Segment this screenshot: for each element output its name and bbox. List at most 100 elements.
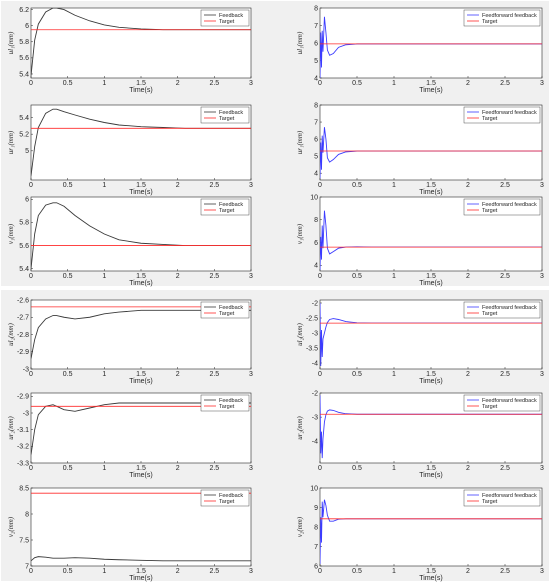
x-tick-label: 1: [392, 80, 396, 87]
y-tick-label: 6: [314, 40, 318, 47]
legend-label: Target: [219, 116, 235, 122]
legend-label: Target: [219, 404, 235, 410]
legend-label: Target: [482, 208, 498, 214]
y-axis-label: ur₁(mm): [7, 130, 15, 154]
y-axis-label: v₂(mm): [296, 516, 304, 537]
response-series-line: [31, 202, 251, 269]
x-axis-label: Time(s): [129, 472, 152, 479]
x-tick-label: 3: [249, 182, 253, 189]
legend-label: Feedback: [219, 110, 243, 116]
legend-label: Feedforward feedback: [482, 493, 537, 499]
x-axis-label: Time(s): [129, 280, 152, 287]
chart-panel-2: 0 0.5 1 1.5 2 2.5 3 4 5 6 7 8 Time(s) ul₁(mm) Feedforw…: [296, 5, 544, 94]
y-tick-label: 8: [314, 217, 318, 224]
x-tick-label: 1.5: [426, 568, 436, 575]
x-tick-label: 2.5: [209, 465, 219, 472]
x-axis-label: Time(s): [419, 189, 442, 196]
chart-panel-4: 0 0.5 1 1.5 2 2.5 3 4 5 6 7 8 Time(s) ur₁(mm) Feedforw…: [296, 102, 544, 196]
x-tick-label: 2.5: [500, 568, 510, 575]
legend-label: Target: [482, 499, 498, 505]
y-axis-label: v₁(mm): [296, 223, 304, 244]
x-axis-label: Time(s): [419, 280, 442, 287]
legend-box: [463, 489, 541, 507]
x-tick-label: 2: [466, 273, 470, 280]
y-tick-label: 7: [25, 563, 29, 570]
x-tick-label: 0: [318, 182, 322, 189]
legend-label: Feedforward feedback: [482, 13, 537, 19]
y-tick-label: 5: [25, 148, 29, 155]
x-tick-label: 3: [540, 568, 544, 575]
x-tick-label: 0.5: [63, 80, 73, 87]
x-axis-label: Time(s): [419, 87, 442, 94]
y-tick-label: 8: [25, 511, 29, 518]
y-tick-label: 7: [314, 544, 318, 551]
y-tick-label: 6.2: [19, 7, 29, 14]
y-axis-label: v₂(mm): [7, 516, 15, 537]
y-tick-label: 7.5: [19, 537, 29, 544]
y-tick-label: -4: [312, 360, 318, 367]
legend-label: Feedforward feedback: [482, 398, 537, 404]
legend-label: Target: [219, 19, 235, 25]
x-tick-label: 0.5: [352, 182, 362, 189]
y-tick-label: 6: [314, 240, 318, 247]
x-tick-label: 0.5: [63, 465, 73, 472]
x-axis-label: Time(s): [419, 472, 442, 479]
chart-panel-1: 0 0.5 1 1.5 2 2.5 3 5.4 5.6 5.8 6 6.2 Time(s) ul₁(mm)…: [7, 7, 253, 94]
chart-panel-11: 0 0.5 1 1.5 2 2.5 3 7 7.5 8 8.5 Time(s) v₂(mm) Feedba…: [7, 485, 253, 582]
x-tick-label: 0: [29, 273, 33, 280]
y-axis-label: ul₂(mm): [7, 323, 15, 346]
x-tick-label: 2.5: [500, 273, 510, 280]
x-tick-label: 1: [392, 465, 396, 472]
x-tick-label: 0.5: [63, 182, 73, 189]
y-tick-label: -2: [312, 390, 318, 397]
y-axis-label: ur₁(mm): [296, 130, 304, 154]
x-tick-label: 1.5: [136, 182, 146, 189]
x-tick-label: 2.5: [209, 371, 219, 378]
x-tick-label: 0.5: [352, 80, 362, 87]
y-axis-label: ur₂(mm): [7, 416, 15, 440]
x-tick-label: 3: [540, 182, 544, 189]
y-tick-label: 5.8: [19, 39, 29, 46]
x-tick-label: 2: [176, 465, 180, 472]
x-axis-label: Time(s): [419, 575, 442, 582]
x-tick-label: 0: [29, 568, 33, 575]
x-tick-label: 2.5: [209, 273, 219, 280]
legend-box: [200, 394, 250, 412]
legend-label: Feedback: [219, 13, 243, 19]
x-tick-label: 0: [318, 465, 322, 472]
x-tick-label: 2.5: [500, 80, 510, 87]
x-tick-label: 2.5: [209, 80, 219, 87]
x-tick-label: 0.5: [63, 371, 73, 378]
legend-box: [200, 9, 250, 27]
y-tick-label: -2.8: [17, 332, 29, 339]
x-tick-label: 2: [176, 568, 180, 575]
x-tick-label: 2: [176, 371, 180, 378]
x-tick-label: 1.5: [426, 182, 436, 189]
x-tick-label: 0.5: [63, 568, 73, 575]
legend-box: [200, 198, 250, 216]
x-axis-label: Time(s): [129, 575, 152, 582]
x-tick-label: 1: [392, 568, 396, 575]
y-tick-label: -3.2: [17, 444, 29, 451]
x-tick-label: 2.5: [500, 182, 510, 189]
x-tick-label: 3: [540, 273, 544, 280]
y-tick-label: 5.6: [19, 55, 29, 62]
y-tick-label: 9: [314, 505, 318, 512]
y-tick-label: 4: [314, 170, 318, 177]
y-tick-label: -2: [312, 300, 318, 307]
x-tick-label: 3: [249, 568, 253, 575]
y-tick-label: -3.1: [17, 427, 29, 434]
x-tick-label: 3: [249, 80, 253, 87]
y-tick-label: 7: [314, 119, 318, 126]
x-tick-label: 1: [102, 371, 106, 378]
response-series-line: [31, 309, 251, 359]
x-tick-label: 1: [102, 568, 106, 575]
x-tick-label: 3: [540, 80, 544, 87]
y-tick-label: -2.7: [17, 315, 29, 322]
x-axis-label: Time(s): [129, 378, 152, 385]
y-tick-label: 6: [314, 563, 318, 570]
x-tick-label: 0: [29, 371, 33, 378]
x-tick-label: 0: [318, 80, 322, 87]
y-tick-label: 8: [314, 102, 318, 109]
